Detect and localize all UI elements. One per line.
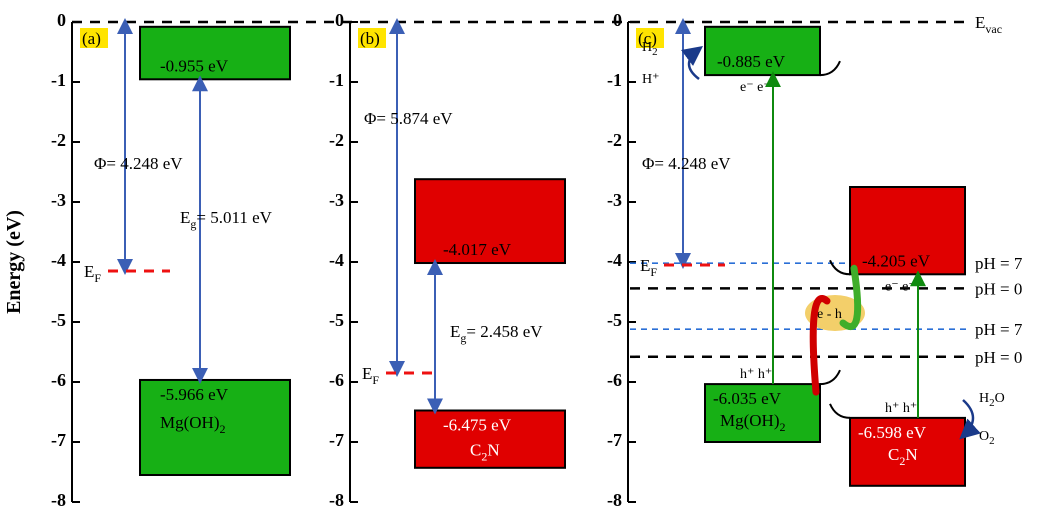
y-tick-label: -1 <box>51 70 66 90</box>
y-tick-label: -1 <box>607 70 622 90</box>
ph-label-3: pH = 0 <box>975 348 1022 367</box>
y-tick-label: -2 <box>607 130 622 150</box>
y-tick-label: -5 <box>51 310 66 330</box>
panel-a-phi-label: Φ= 4.248 eV <box>94 154 183 173</box>
eh-label: e - h <box>817 307 842 322</box>
panel-b-tag: (b) <box>360 29 380 48</box>
y-tick-label: -5 <box>607 310 622 330</box>
panel-c-right-cbm-label: -4.205 eV <box>862 251 931 270</box>
panel-c-left-holes: h⁺ h⁺ <box>740 367 772 382</box>
panel-c-left-electrons: e⁻ e⁻ <box>740 80 771 95</box>
o2-label: O2 <box>979 429 995 447</box>
y-axis-title: Energy (eV) <box>3 210 25 314</box>
panel-a-tag: (a) <box>82 29 101 48</box>
panel-b-cbm-label: -4.017 eV <box>443 240 512 259</box>
y-tick-label: -1 <box>329 70 344 90</box>
y-tick-label: -7 <box>607 430 622 450</box>
panel-a-vbm-label: -5.966 eV <box>160 385 229 404</box>
y-tick-label: -4 <box>329 250 344 270</box>
panel-c-right-holes: h⁺ h⁺ <box>885 401 917 416</box>
y-tick-label: -2 <box>51 130 66 150</box>
ph-label-2: pH = 7 <box>975 320 1023 339</box>
panel-c-left-vbm-label: -6.035 eV <box>713 389 782 408</box>
panel-b-vbm-label: -6.475 eV <box>443 416 512 435</box>
energy-diagram: Evac Energy (eV) 0 -1 -2 -3 -4 -5 -6 -7 -8 0 -1 -2 -3 -… <box>0 0 1045 524</box>
y-tick-label: -7 <box>329 430 344 450</box>
panel-c-left-cbm-label: -0.885 eV <box>717 52 786 71</box>
y-tick-label: -3 <box>607 190 622 210</box>
y-tick-label: -5 <box>329 310 344 330</box>
y-tick-label: -7 <box>51 430 66 450</box>
y-tick-label: 0 <box>613 10 622 30</box>
panel-b-phi-label: Φ= 5.874 eV <box>364 109 453 128</box>
y-tick-label: -6 <box>51 370 66 390</box>
y-tick-label: 0 <box>335 10 344 30</box>
y-tick-label: -3 <box>329 190 344 210</box>
panel-b-ef-label: EF <box>362 364 379 387</box>
y-tick-label: -8 <box>51 490 66 510</box>
band-bend <box>830 404 850 418</box>
panel-c-right-vbm-label: -6.598 eV <box>858 423 927 442</box>
y-tick-label: 0 <box>57 10 66 30</box>
panel-a-eg-label: Eg= 5.011 eV <box>180 208 273 231</box>
band-bend <box>820 370 840 384</box>
band-bend <box>830 260 850 274</box>
ph-label-0: pH = 7 <box>975 254 1023 273</box>
h2o-label: H2O <box>979 391 1005 409</box>
y-tick-label: -3 <box>51 190 66 210</box>
y-tick-label: -2 <box>329 130 344 150</box>
y-tick-label: -4 <box>51 250 66 270</box>
panel-c-right-electrons: e⁻ e⁻ <box>885 279 916 294</box>
hplus-label: H⁺ <box>642 72 660 87</box>
panel-a-cbm-label: -0.955 eV <box>160 56 229 75</box>
y-tick-label: -6 <box>607 370 622 390</box>
panel-a-ef-label: EF <box>84 262 101 285</box>
y-tick-label: -8 <box>329 490 344 510</box>
y-tick-label: -6 <box>329 370 344 390</box>
panel-c-phi-label: Φ= 4.248 eV <box>642 154 731 173</box>
panel-b-eg-label: Eg= 2.458 eV <box>450 322 543 345</box>
evac-label: Evac <box>975 13 1002 36</box>
panel-c-ef-label: EF <box>640 256 657 279</box>
band-bend <box>820 61 840 75</box>
ph-label-1: pH = 0 <box>975 279 1022 298</box>
her-arrow <box>689 49 699 79</box>
y-tick-label: -8 <box>607 490 622 510</box>
y-tick-label: -4 <box>607 250 622 270</box>
